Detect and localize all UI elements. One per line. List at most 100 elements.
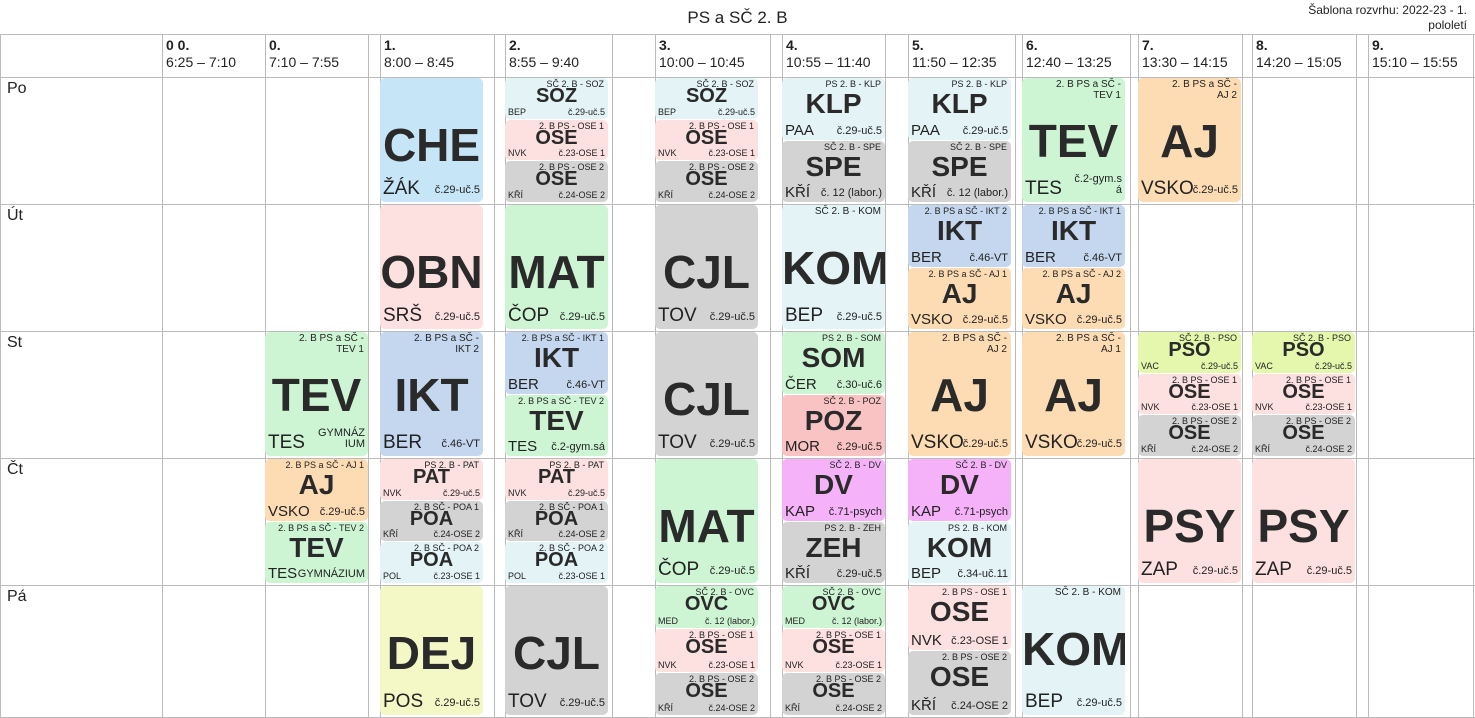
lesson-teacher: KŘÍ — [911, 697, 937, 714]
lesson-card[interactable]: 2. B PS - OSE 2 OSE KŘÍ č.24-OSE 2 — [908, 651, 1011, 715]
lesson-card[interactable]: PSY ZAP č.29-uč.5 — [1252, 459, 1355, 583]
lesson-card[interactable]: CJL TOV č.29-uč.5 — [505, 586, 608, 715]
grid-line — [0, 34, 1475, 35]
lesson-card[interactable]: OBN SRŠ č.29-uč.5 — [380, 205, 483, 329]
lesson-room: č.29-uč.5 — [567, 487, 605, 498]
lesson-card[interactable]: 2. B PS - OSE 2 OSE KŘÍ č.24-OSE 2 — [1138, 415, 1241, 456]
lesson-card[interactable]: 2. B PS - OSE 2 OSE KŘÍ č.24-OSE 2 — [782, 672, 885, 715]
lesson-group: 2. B PS a SČ - IKT 2 — [924, 206, 1007, 216]
lesson-card[interactable]: 2. B PS a SČ - AJ 2 AJ VSKO č.29-uč.5 — [908, 332, 1011, 456]
lesson-room: č. 12 (labor.) — [704, 616, 755, 627]
lesson-subject: POA — [534, 549, 579, 572]
lesson-card[interactable]: 2. B PS - OSE 1 OSE NVK č.23-OSE 1 — [782, 629, 885, 672]
lesson-card[interactable]: SČ 2. B - KOM KOM BEP č.29-uč.5 — [1022, 586, 1125, 715]
lesson-card[interactable]: 2. B PS a SČ - TEV 1 TEV TES GYMNÁZ IUM — [265, 332, 368, 456]
lesson-card[interactable]: SČ 2. B - PSO PSO VAC č.29-uč.5 — [1138, 332, 1241, 373]
lesson-card[interactable]: SČ 2. B - SOZ SOZ BEP č.29-uč.5 — [505, 78, 608, 119]
lesson-room: č.24-OSE 2 — [835, 702, 882, 713]
grid-line — [0, 458, 1475, 459]
lesson-room: č.71-psych — [828, 505, 882, 518]
lesson-subject: AJ — [1055, 277, 1092, 309]
lesson-card[interactable]: 2. B PS a SČ - IKT 1 IKT BER č.46-VT — [505, 332, 608, 394]
lesson-card[interactable]: MAT ČOP č.29-uč.5 — [655, 459, 758, 583]
lesson-room: č.24-OSE 2 — [708, 702, 755, 713]
lesson-card[interactable]: 2. B PS - OSE 1 OSE NVK č.23-OSE 1 — [908, 586, 1011, 650]
lesson-card[interactable]: 2. B PS - OSE 2 OSE KŘÍ č.24-OSE 2 — [505, 161, 608, 202]
lesson-card[interactable]: PSY ZAP č.29-uč.5 — [1138, 459, 1241, 583]
lesson-card[interactable]: 2. B SČ - POA 2 POA POL č.23-OSE 1 — [380, 542, 483, 583]
lesson-card[interactable]: PS 2. B - KLP KLP PAA č.29-uč.5 — [908, 78, 1011, 140]
lesson-card[interactable]: 2. B PS a SČ - AJ 1 AJ VSKO č.29-uč.5 — [908, 267, 1011, 329]
lesson-card[interactable]: PS 2. B - PAT PAT NVK č.29-uč.5 — [505, 459, 608, 500]
lesson-card[interactable]: 2. B SČ - POA 1 POA KŘÍ č.24-OSE 2 — [505, 500, 608, 542]
lesson-card[interactable]: SČ 2. B - DV DV KAP č.71-psych — [908, 459, 1011, 521]
lesson-teacher: NVK — [383, 487, 402, 498]
lesson-card[interactable]: 2. B PS a SČ - IKT 2 IKT BER č.46-VT — [380, 332, 483, 456]
lesson-card[interactable]: CJL TOV č.29-uč.5 — [655, 332, 758, 456]
grid-line — [612, 34, 613, 718]
lesson-card[interactable]: SČ 2. B - SPE SPE KŘÍ č. 12 (labor.) — [782, 140, 885, 202]
lesson-card[interactable]: CJL TOV č.29-uč.5 — [655, 205, 758, 329]
lesson-card[interactable]: SČ 2. B - OVC OVC MED č. 12 (labor.) — [782, 586, 885, 629]
lesson-card[interactable]: 2. B PS - OSE 1 OSE NVK č.23-OSE 1 — [655, 629, 758, 672]
lesson-teacher: BER — [1025, 248, 1056, 266]
lesson-card[interactable]: 2. B PS a SČ - AJ 2 AJ VSKO č.29-uč.5 — [1022, 267, 1125, 329]
lesson-card[interactable]: SČ 2. B - SOZ SOZ BEP č.29-uč.5 — [655, 78, 758, 119]
lesson-room: č.29-uč.5 — [559, 311, 605, 323]
lesson-card[interactable]: 2. B PS a SČ - IKT 1 IKT BER č.46-VT — [1022, 205, 1125, 267]
lesson-card[interactable]: 2. B PS a SČ - AJ 1 AJ VSKO č.29-uč.5 — [1022, 332, 1125, 456]
lesson-group: 2. B SČ - POA 1 — [538, 501, 604, 512]
lesson-card[interactable]: PS 2. B - SOM SOM ČER č.30-uč.6 — [782, 332, 885, 394]
lesson-card[interactable]: 2. B PS a SČ - AJ 1 AJ VSKO č.29-uč.5 — [265, 459, 368, 521]
lesson-card[interactable]: 2. B PS - OSE 1 OSE NVK č.23-OSE 1 — [655, 119, 758, 161]
lesson-card[interactable]: DEJ POS č.29-uč.5 — [380, 586, 483, 715]
lesson-room: č.29-uč.5 — [559, 697, 605, 709]
lesson-room: č.24-OSE 2 — [558, 189, 605, 200]
lesson-card[interactable]: 2. B PS - OSE 1 OSE NVK č.23-OSE 1 — [1252, 373, 1355, 415]
lesson-card[interactable]: CHE ŽÁK č.29-uč.5 — [380, 78, 483, 202]
lesson-card[interactable]: SČ 2. B - SPE SPE KŘÍ č. 12 (labor.) — [908, 140, 1011, 202]
lesson-card[interactable]: PS 2. B - KLP KLP PAA č.29-uč.5 — [782, 78, 885, 140]
lesson-teacher: MED — [658, 616, 678, 627]
period-time: 6:25 – 7:10 — [166, 54, 237, 70]
lesson-card[interactable]: SČ 2. B - PSO PSO VAC č.29-uč.5 — [1252, 332, 1355, 373]
lesson-teacher: KŘÍ — [508, 529, 524, 540]
lesson-teacher: KAP — [911, 502, 942, 520]
period-number: 2. — [509, 37, 521, 53]
lesson-card[interactable]: 2. B PS - OSE 2 OSE KŘÍ č.24-OSE 2 — [655, 161, 758, 202]
lesson-card[interactable]: 2. B SČ - POA 2 POA POL č.23-OSE 1 — [505, 542, 608, 583]
grid-line — [0, 331, 1475, 332]
lesson-subject: KOM — [1022, 623, 1125, 675]
lesson-card[interactable]: 2. B PS - OSE 2 OSE KŘÍ č.24-OSE 2 — [1252, 415, 1355, 456]
lesson-group: 2. B SČ - POA 2 — [413, 543, 479, 554]
lesson-card[interactable]: 2. B PS a SČ - TEV 2 TEV TES č.2-gym.sá — [505, 394, 608, 456]
lesson-card[interactable]: 2. B PS a SČ - AJ 2 AJ VSKO č.29-uč.5 — [1138, 78, 1241, 202]
lesson-room: č.29-uč.5 — [1200, 360, 1238, 371]
lesson-subject: DV — [814, 469, 853, 500]
lesson-card[interactable]: SČ 2. B - DV DV KAP č.71-psych — [782, 459, 885, 521]
lesson-card[interactable]: MAT ČOP č.29-uč.5 — [505, 205, 608, 329]
lesson-teacher: VSKO — [911, 432, 964, 453]
lesson-subject: OSE — [535, 126, 578, 149]
lesson-card[interactable]: PS 2. B - PAT PAT NVK č.29-uč.5 — [380, 459, 483, 500]
lesson-group: SČ 2. B - SOZ — [696, 79, 754, 89]
lesson-teacher: ZAP — [1255, 559, 1292, 580]
lesson-card[interactable]: 2. B PS a SČ - TEV 2 TEV TES GYMNÁZIUM — [265, 521, 368, 583]
lesson-card[interactable]: 2. B PS a SČ - TEV 1 TEV TES č.2-gym.s á — [1022, 78, 1125, 202]
lesson-card[interactable]: PS 2. B - ZEH ZEH KŘÍ č.29-uč.5 — [782, 521, 885, 583]
lesson-card[interactable]: 2. B PS - OSE 2 OSE KŘÍ č.24-OSE 2 — [655, 672, 758, 715]
lesson-subject: PSO — [1282, 339, 1325, 361]
lesson-card[interactable]: 2. B PS - OSE 1 OSE NVK č.23-OSE 1 — [1138, 373, 1241, 415]
lesson-card[interactable]: SČ 2. B - KOM KOM BEP č.29-uč.5 — [782, 205, 885, 329]
lesson-card[interactable]: PS 2. B - KOM KOM BEP č.34-uč.11 — [908, 521, 1011, 583]
grid-line — [1368, 34, 1369, 718]
lesson-group: 2. B PS a SČ - TEV 2 — [518, 395, 604, 406]
lesson-card[interactable]: SČ 2. B - OVC OVC MED č. 12 (labor.) — [655, 586, 758, 629]
lesson-card[interactable]: 2. B PS - OSE 1 OSE NVK č.23-OSE 1 — [505, 119, 608, 161]
lesson-card[interactable]: SČ 2. B - POZ POZ MOR č.29-uč.5 — [782, 394, 885, 456]
lesson-subject: PAT — [537, 466, 576, 488]
lesson-card[interactable]: 2. B PS a SČ - IKT 2 IKT BER č.46-VT — [908, 205, 1011, 267]
lesson-room: č.29-uč.5 — [836, 124, 882, 137]
lesson-card[interactable]: 2. B SČ - POA 1 POA KŘÍ č.24-OSE 2 — [380, 500, 483, 542]
lesson-room: č.23-OSE 1 — [708, 148, 755, 159]
